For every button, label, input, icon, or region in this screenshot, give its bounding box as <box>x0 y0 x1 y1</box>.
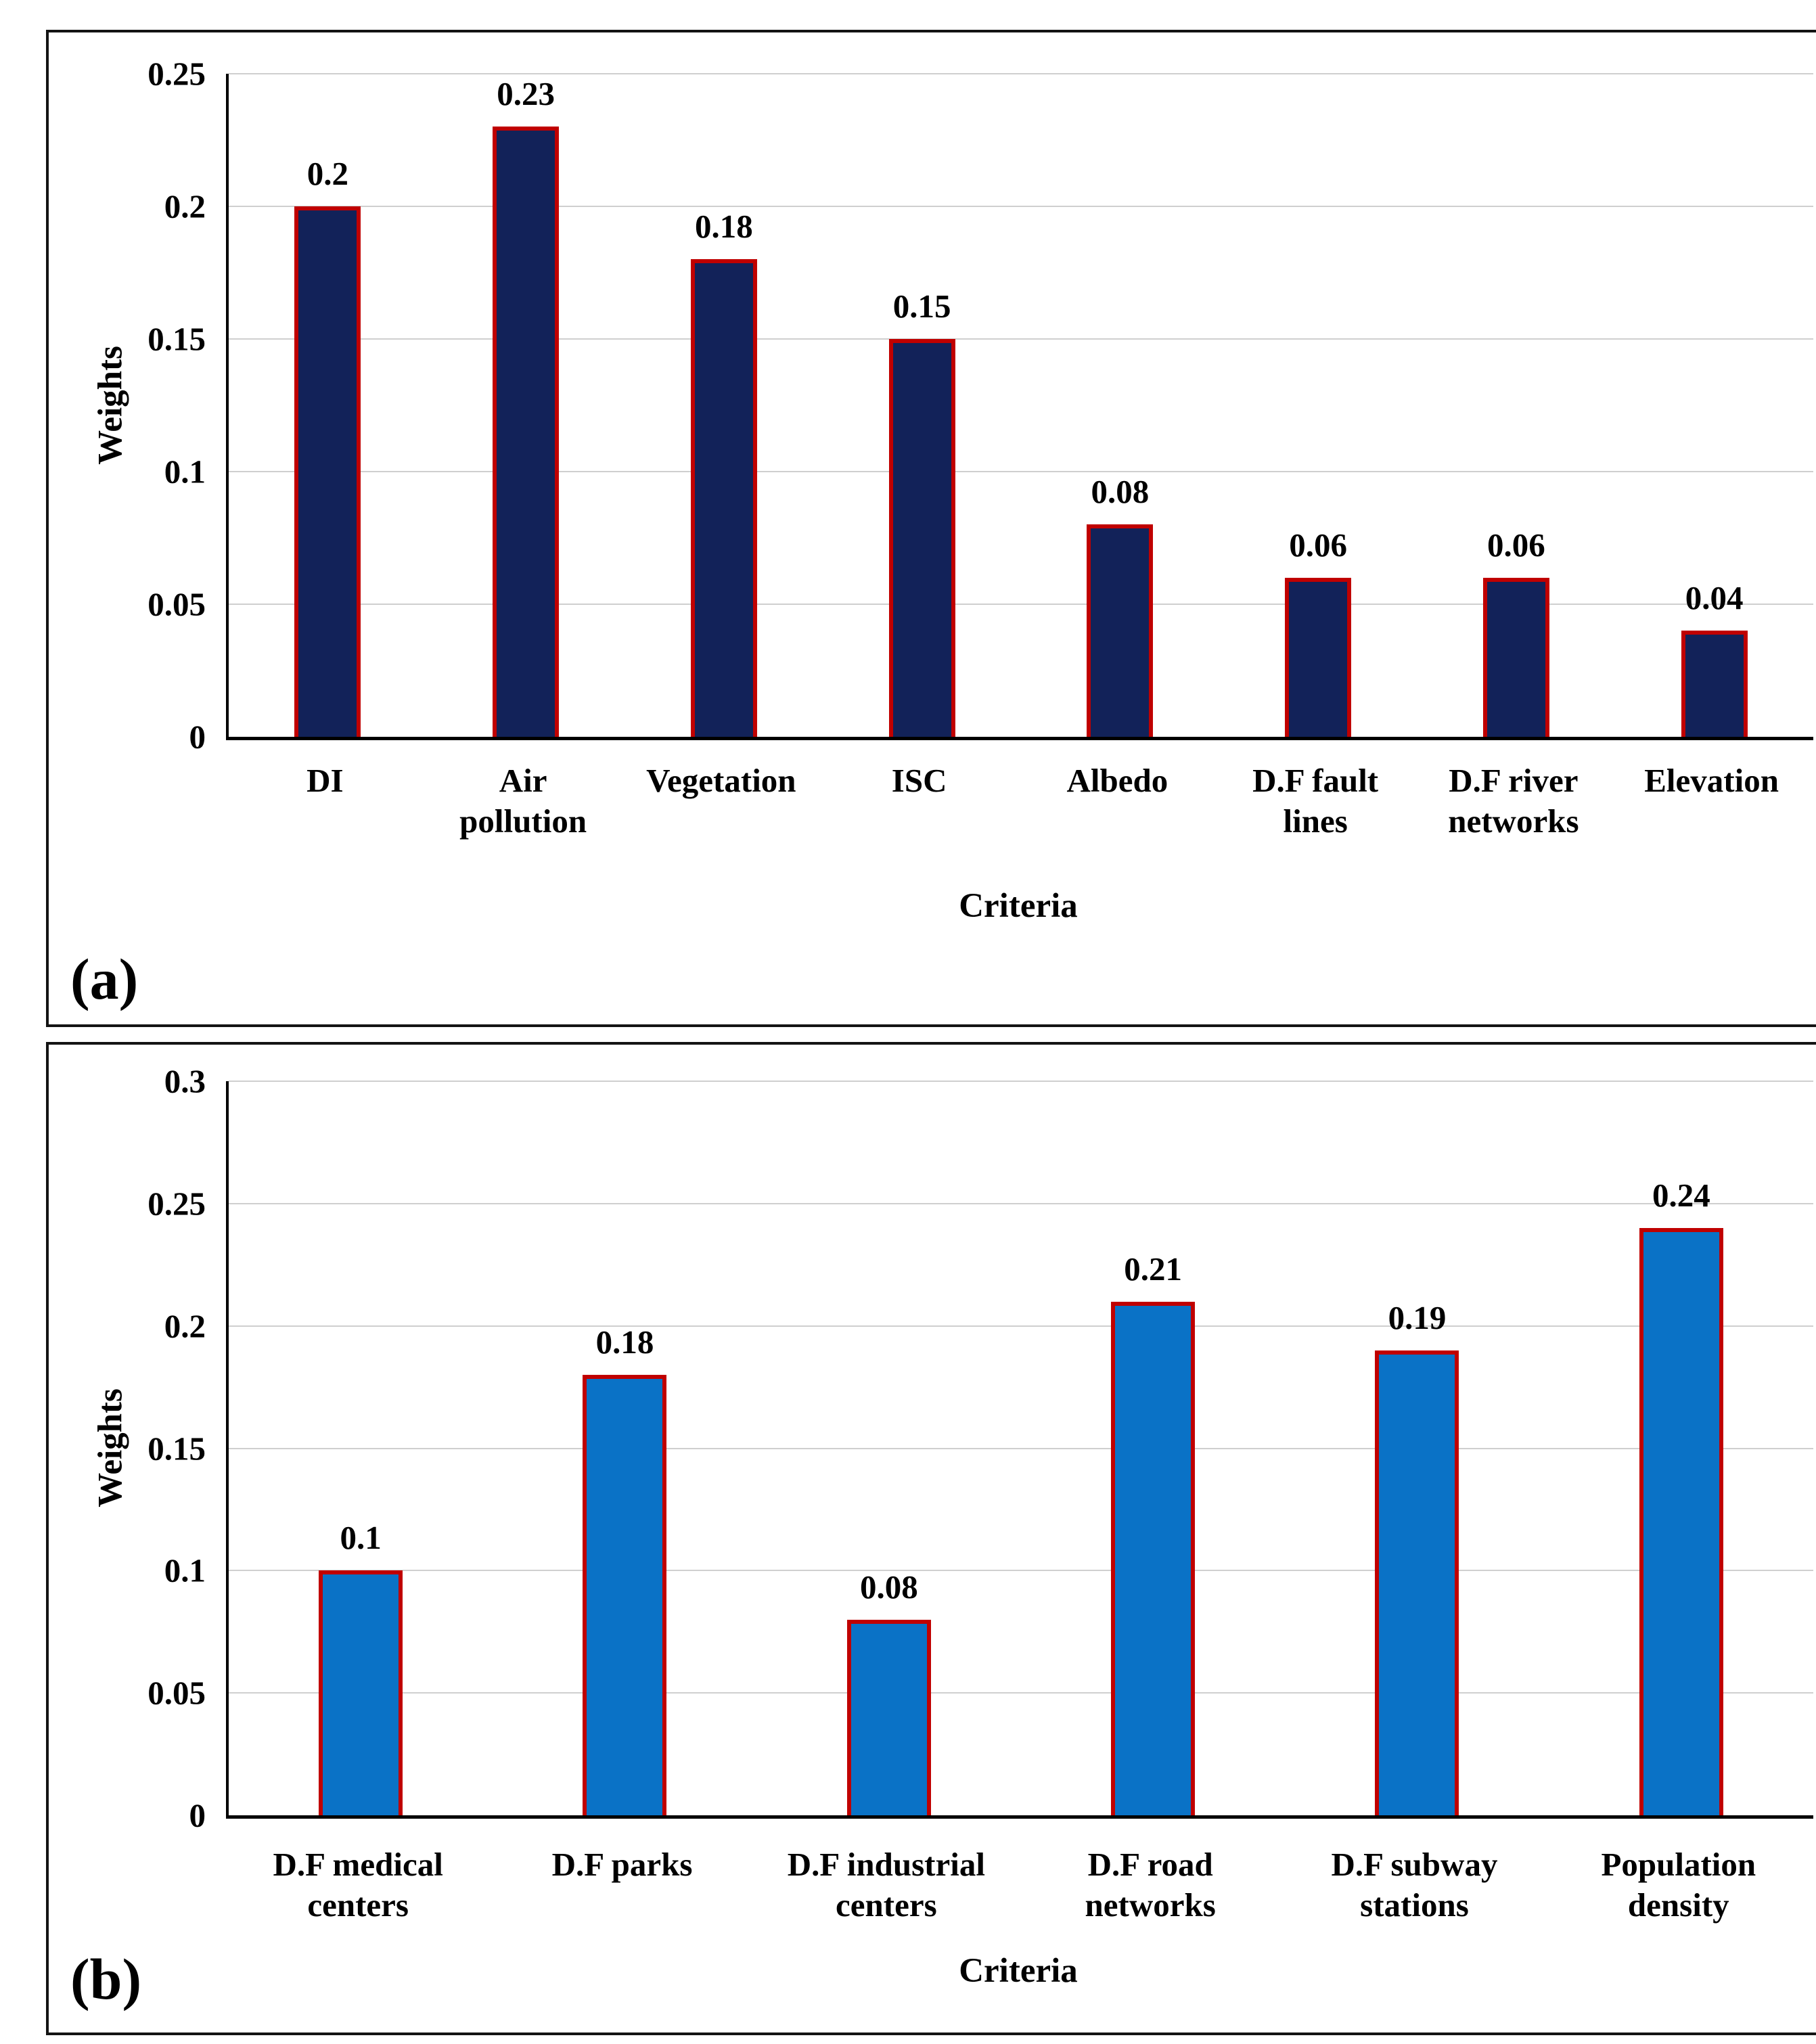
bar-slot: 0.04 <box>1615 74 1813 737</box>
x-category-label: Air pollution <box>459 762 587 840</box>
y-tick-label: 0 <box>189 718 206 756</box>
gridline <box>229 1325 1813 1327</box>
y-tick-label: 0 <box>189 1796 206 1834</box>
y-tick-label: 0.25 <box>147 1185 206 1223</box>
gridline <box>229 1692 1813 1694</box>
bar-value-label: 0.1 <box>340 1519 382 1557</box>
gridline <box>229 206 1813 207</box>
y-axis-tick-labels: 0 0.05 0.1 0.15 0.2 0.25 0.3 <box>49 1065 206 1832</box>
bar-value-label: 0.06 <box>1289 526 1347 564</box>
bar <box>1087 524 1154 737</box>
bar-value-label: 0.2 <box>307 155 348 192</box>
y-tick-label: 0.15 <box>147 1430 206 1467</box>
y-tick-label: 0.15 <box>147 320 206 358</box>
y-tick-label: 0.1 <box>164 1551 206 1589</box>
bar-value-label: 0.21 <box>1124 1250 1183 1288</box>
bar <box>1482 577 1549 737</box>
bar-slot: 0.08 <box>757 1081 1021 1815</box>
bar-value-label: 0.15 <box>892 288 951 325</box>
bar <box>1681 631 1748 737</box>
x-axis-title: Criteria <box>959 1952 1078 1990</box>
x-category-label: D.F road networks <box>1085 1846 1216 1924</box>
bar-slot: 0.18 <box>625 74 823 737</box>
y-tick-label: 0.3 <box>164 1062 206 1100</box>
bar-value-label: 0.18 <box>595 1323 654 1361</box>
y-axis-tick-labels: 0 0.05 0.1 0.15 0.2 0.25 <box>49 58 206 754</box>
bar <box>1285 577 1352 737</box>
bar-slot: 0.18 <box>493 1081 756 1815</box>
bar-value-label: 0.19 <box>1388 1298 1447 1336</box>
gridline <box>229 1081 1813 1082</box>
x-category-label: D.F parks <box>551 1846 693 1883</box>
x-axis-category-labels: DI Air pollution Vegetation ISC Albedo D.F fa… <box>226 760 1811 842</box>
bar-slot: 0.21 <box>1021 1081 1285 1815</box>
y-tick-label: 0.2 <box>164 1307 206 1345</box>
y-tick-label: 0.05 <box>147 1674 206 1712</box>
x-category-label: Elevation <box>1644 762 1779 799</box>
gridline <box>229 604 1813 605</box>
y-tick-label: 0.05 <box>147 585 206 623</box>
gridline <box>229 471 1813 472</box>
x-category-label: D.F fault lines <box>1252 762 1379 840</box>
bar-value-label: 0.08 <box>1091 473 1150 511</box>
plot-area: 0.1 0.18 0.08 0.21 0.19 0.24 <box>226 1081 1813 1819</box>
x-category-label: D.F medical centers <box>273 1846 443 1924</box>
bar-value-label: 0.06 <box>1487 526 1545 564</box>
bar-value-label: 0.18 <box>695 208 753 246</box>
bar-slot: 0.23 <box>427 74 625 737</box>
bar-slot: 0.19 <box>1285 1081 1549 1815</box>
y-tick-label: 0.25 <box>147 55 206 93</box>
x-category-label: Population density <box>1601 1846 1756 1924</box>
bar-slot: 0.06 <box>1417 74 1616 737</box>
gridline <box>229 1447 1813 1449</box>
bar <box>294 206 361 737</box>
bar-slot: 0.08 <box>1021 74 1219 737</box>
y-tick-label: 0.2 <box>164 187 206 225</box>
bar <box>846 1619 931 1815</box>
x-category-label: Albedo <box>1066 762 1168 799</box>
gridline <box>229 1570 1813 1572</box>
bar <box>1111 1301 1196 1815</box>
y-tick-label: 0.1 <box>164 453 206 491</box>
panel-letter-a: (a) <box>70 947 139 1012</box>
plot-area: 0.2 0.23 0.18 0.15 0.08 0.06 0.06 0.04 <box>226 73 1813 740</box>
bar <box>583 1375 667 1815</box>
panel-letter-b: (b) <box>70 1947 142 2012</box>
bar-value-label: 0.24 <box>1652 1177 1710 1214</box>
x-category-label: Vegetation <box>646 762 796 799</box>
gridline <box>229 338 1813 340</box>
bar <box>888 339 955 737</box>
bar <box>690 259 757 737</box>
bar-slot: 0.24 <box>1549 1081 1813 1815</box>
bar-slot: 0.2 <box>229 74 427 737</box>
bar <box>493 127 560 737</box>
x-axis-category-labels: D.F medical centers D.F parks D.F industri… <box>226 1844 1811 1926</box>
bar-slot: 0.1 <box>229 1081 493 1815</box>
x-category-label: D.F subway stations <box>1331 1846 1498 1924</box>
x-category-label: D.F industrial centers <box>787 1846 985 1924</box>
bar-slot: 0.06 <box>1219 74 1417 737</box>
gridline <box>229 1202 1813 1204</box>
x-category-label: DI <box>307 762 344 799</box>
bar <box>319 1570 403 1815</box>
x-category-label: D.F river networks <box>1448 762 1579 840</box>
bar-value-label: 0.23 <box>497 75 555 113</box>
x-axis-title: Criteria <box>959 887 1078 925</box>
bar <box>1639 1228 1723 1815</box>
bar-value-label: 0.04 <box>1685 579 1744 617</box>
bar <box>1375 1350 1459 1815</box>
chart-panel-b: Weights 0 0.05 0.1 0.15 0.2 0.25 0.3 0.1 0.18 0.… <box>46 1042 1816 2035</box>
bar-value-label: 0.08 <box>859 1568 918 1606</box>
bar-slot: 0.15 <box>823 74 1021 737</box>
gridline <box>229 73 1813 74</box>
chart-panel-a: Weights 0 0.05 0.1 0.15 0.2 0.25 0.2 0.23 0.18 0… <box>46 30 1816 1027</box>
x-category-label: ISC <box>891 762 947 799</box>
